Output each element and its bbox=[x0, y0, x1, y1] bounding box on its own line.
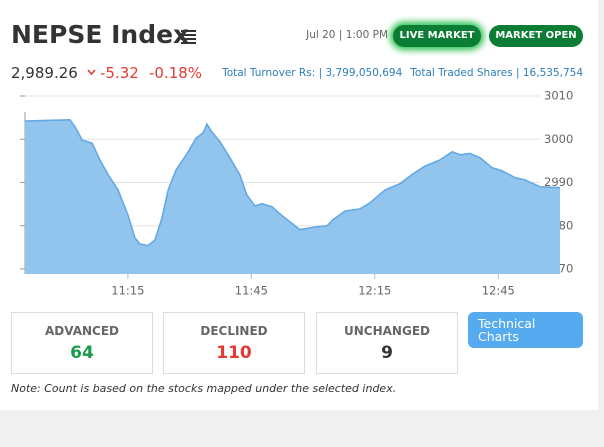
live-market-button[interactable]: LIVE MARKET bbox=[393, 25, 481, 47]
stat-value: 110 bbox=[216, 343, 252, 363]
date-time: Jul 20 | 1:00 PM bbox=[306, 29, 388, 41]
x-tick-label: 12:45 bbox=[482, 284, 515, 298]
index-price: 2,989.26 bbox=[11, 64, 78, 82]
y-tick-label: 3000 bbox=[544, 132, 573, 146]
turnover: Total Turnover Rs: | 3,799,050,694 bbox=[222, 67, 403, 79]
stat-label: UNCHANGED bbox=[344, 324, 430, 338]
area-fill bbox=[25, 119, 560, 274]
y-tick-label: 2990 bbox=[544, 175, 573, 189]
note: Note: Count is based on the stocks mappe… bbox=[11, 382, 397, 395]
down-chevron bbox=[87, 69, 96, 76]
stat-value: 9 bbox=[381, 343, 393, 363]
index-change: -5.32 bbox=[100, 64, 139, 82]
stat-card: DECLINED 110 bbox=[163, 312, 305, 374]
x-tick-label: 12:15 bbox=[358, 284, 391, 298]
traded-shares: Total Traded Shares | 16,535,754 bbox=[410, 67, 583, 79]
stat-label: DECLINED bbox=[200, 324, 268, 338]
stat-card: UNCHANGED 9 bbox=[316, 312, 458, 374]
area-line bbox=[24, 118, 561, 247]
stat-card: ADVANCED 64 bbox=[11, 312, 153, 374]
market-open-button[interactable]: MARKET OPEN bbox=[489, 25, 583, 47]
totals: Total Turnover Rs: | 3,799,050,694 Total… bbox=[222, 67, 583, 79]
x-tick-label: 11:45 bbox=[235, 284, 268, 298]
widget: NEPSE Index Jul 20 | 1:00 PM LIVE MARKET… bbox=[0, 0, 598, 410]
index-title: NEPSE Index bbox=[11, 20, 190, 49]
stat-label: ADVANCED bbox=[44, 324, 119, 338]
stat-value: 64 bbox=[70, 343, 94, 363]
index-percent: -0.18% bbox=[149, 64, 203, 82]
x-tick-label: 11:15 bbox=[111, 284, 144, 298]
technical-charts-button[interactable]: Technical Charts bbox=[468, 312, 583, 348]
y-tick-label: 3010 bbox=[544, 89, 573, 103]
menu-icon[interactable] bbox=[181, 29, 197, 44]
